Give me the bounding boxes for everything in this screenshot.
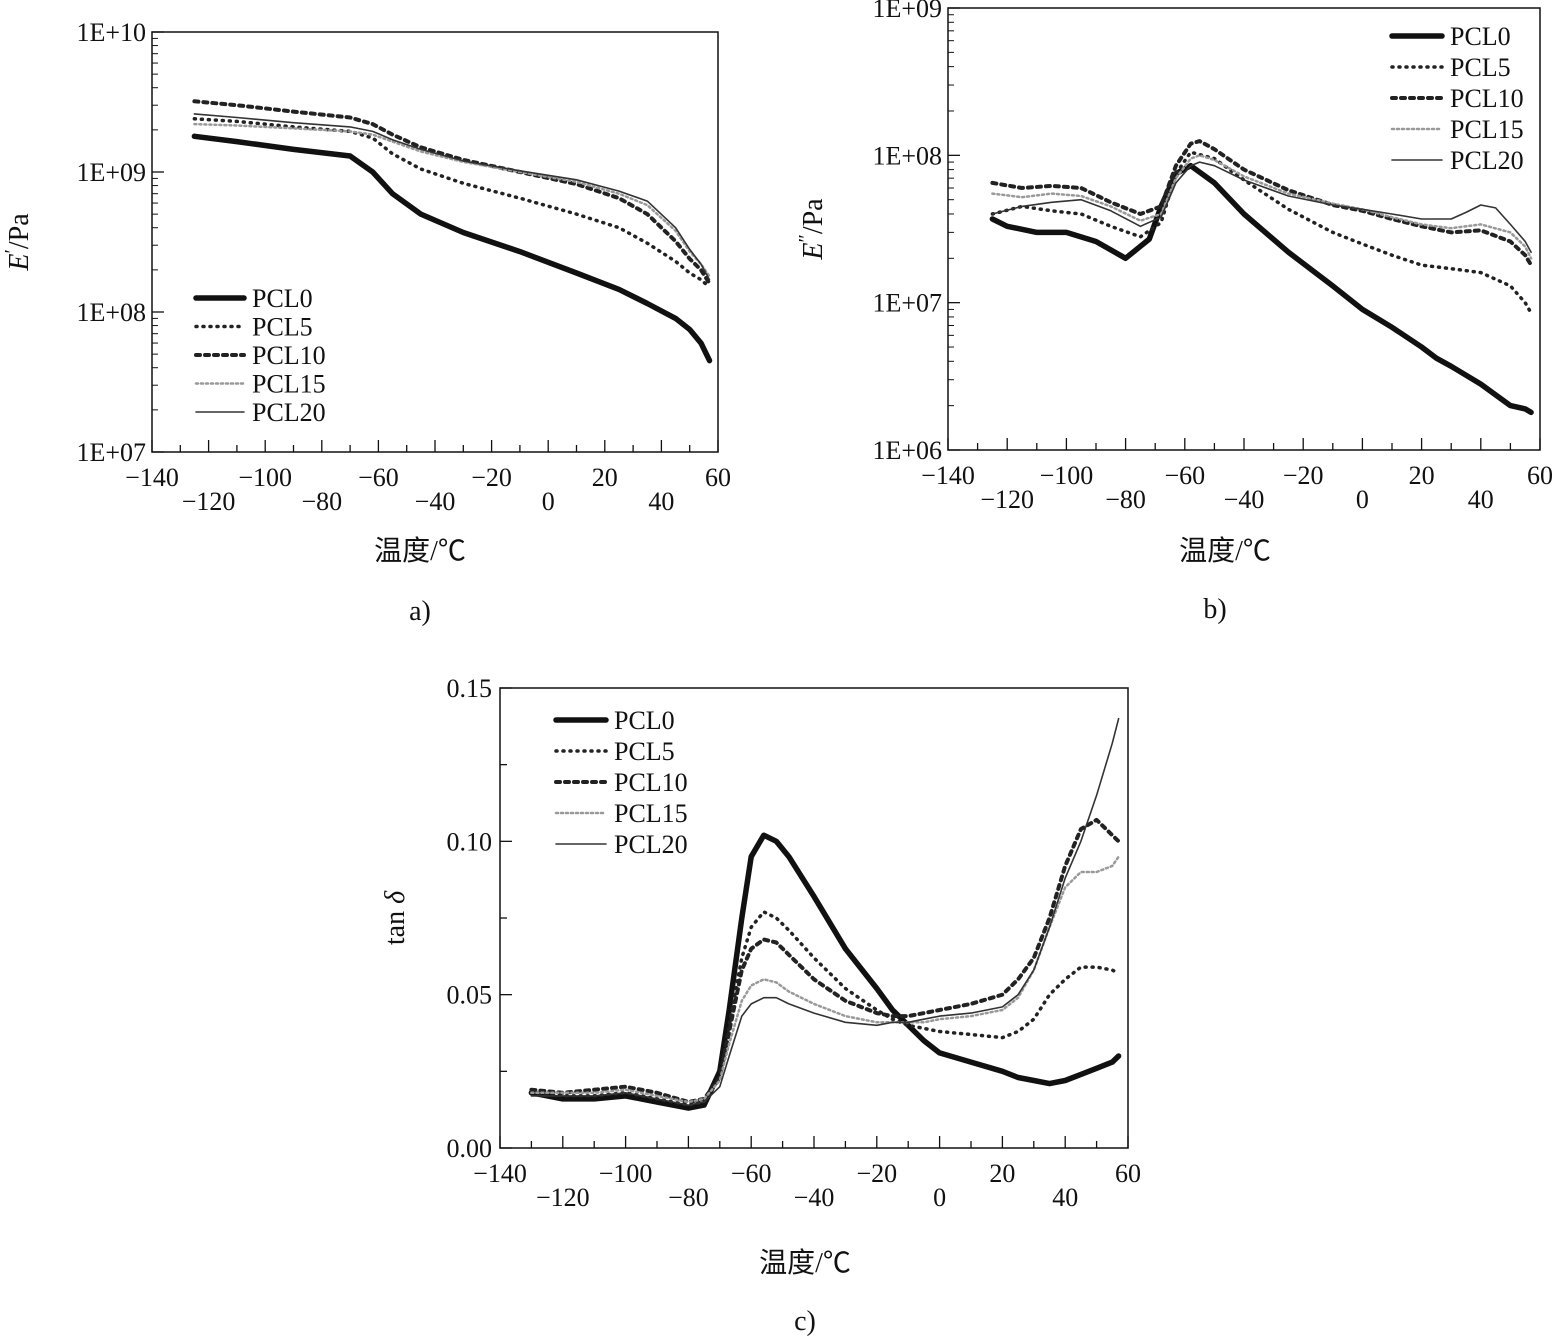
series-line-pcl10 <box>990 139 1534 268</box>
x-tick-label: 60 <box>1527 461 1553 490</box>
legend-label-pcl0: PCL0 <box>614 706 675 735</box>
x-tick-label: 0 <box>933 1183 946 1212</box>
legend-label-pcl5: PCL5 <box>614 737 675 766</box>
x-tick-label: 60 <box>1115 1159 1141 1188</box>
series-group <box>989 139 1534 416</box>
legend-label-pcl0: PCL0 <box>252 284 313 313</box>
y-tick-label: 1E+07 <box>76 438 146 467</box>
series-line-pcl15 <box>530 855 1120 1104</box>
series-line-pcl10 <box>192 99 712 286</box>
x-tick-label: −100 <box>238 463 292 492</box>
x-axis-title: 温度/℃ <box>759 1247 851 1279</box>
x-tick-label: 20 <box>592 463 618 492</box>
x-axis-title: 温度/℃ <box>1179 535 1271 567</box>
y-tick-label: 1E+08 <box>872 141 942 170</box>
x-tick-label: −120 <box>182 487 236 516</box>
chart-1: −140 −100 −60 −20 20 60 −120 −80 −40 0 40 1E+06 1E+0… <box>795 0 1553 625</box>
x-tick-label: −100 <box>599 1159 653 1188</box>
plot-frame <box>151 31 719 453</box>
series-line-pcl15 <box>193 122 711 278</box>
x-tick-label: 40 <box>1052 1183 1078 1212</box>
series-group <box>191 99 713 364</box>
x-tick-label: −120 <box>980 485 1034 514</box>
y-axis-title-unit: /Pa <box>4 213 35 249</box>
series-line-pcl0 <box>528 832 1122 1111</box>
panel-caption: b) <box>1203 594 1226 625</box>
y-axis-title: E′/Pa <box>1 213 35 272</box>
legend-label-pcl5: PCL5 <box>1450 53 1511 82</box>
y-axis-title-main: E <box>4 254 35 272</box>
y-axis-title-sup: ′ <box>1 249 23 253</box>
x-tick-label: 40 <box>648 487 674 516</box>
x-tick-label: 20 <box>989 1159 1015 1188</box>
x-tick-label: −140 <box>473 1159 527 1188</box>
y-tick-label: 0.00 <box>447 1134 493 1163</box>
legend-label-pcl10: PCL10 <box>1450 84 1524 113</box>
x-tick-label: −40 <box>1224 485 1265 514</box>
x-tick-label: −20 <box>856 1159 897 1188</box>
x-tick-label: −80 <box>668 1183 709 1212</box>
legend-label-pcl0: PCL0 <box>1450 22 1511 51</box>
x-tick-label: −140 <box>921 461 975 490</box>
x-tick-label: −80 <box>1105 485 1146 514</box>
y-axis-title: E″/Pa <box>795 198 829 261</box>
x-tick-label: −140 <box>125 463 179 492</box>
legend-label-pcl20: PCL20 <box>614 830 688 859</box>
x-tick-label: −120 <box>536 1183 590 1212</box>
y-tick-label: 1E+06 <box>872 436 942 465</box>
series-line-pcl20 <box>193 113 711 281</box>
y-tick-label: 1E+08 <box>76 298 146 327</box>
series-line-pcl10 <box>529 817 1121 1104</box>
legend-label-pcl5: PCL5 <box>252 313 313 342</box>
legend-label-pcl15: PCL15 <box>614 799 688 828</box>
y-axis-title-unit: /Pa <box>798 198 829 234</box>
x-tick-label: 0 <box>1356 485 1369 514</box>
y-axis-title-unit: δ <box>380 890 411 904</box>
y-tick-label: 0.15 <box>447 674 493 703</box>
series-line-pcl20 <box>991 161 1532 253</box>
y-axis-title-main: E <box>798 243 829 261</box>
y-axis-title-main: tan <box>380 904 411 945</box>
x-tick-label: 0 <box>542 487 555 516</box>
x-tick-label: 60 <box>705 463 731 492</box>
chart-2: −140 −100 −60 −20 20 60 −120 −80 −40 0 40 0.00 0.05 0… <box>380 674 1141 1336</box>
x-tick-label: 40 <box>1468 485 1494 514</box>
x-tick-label: −80 <box>301 487 342 516</box>
y-axis-title: tan δ <box>380 890 411 945</box>
series-line-pcl0 <box>989 162 1534 416</box>
legend-label-pcl20: PCL20 <box>252 398 326 427</box>
y-tick-label: 0.05 <box>447 981 493 1010</box>
y-tick-label: 1E+10 <box>76 18 146 47</box>
y-tick-label: 1E+09 <box>76 158 146 187</box>
y-axis-title-sup: ″ <box>795 234 817 242</box>
chart-0: −140 −100 −60 −20 20 60 −120 −80 −40 0 40 1E+07 1E+0… <box>1 18 731 627</box>
y-tick-label: 0.10 <box>447 827 493 856</box>
y-tick-label: 1E+07 <box>872 289 942 318</box>
x-tick-label: −20 <box>471 463 512 492</box>
legend-label-pcl15: PCL15 <box>1450 115 1524 144</box>
series-group <box>528 717 1122 1111</box>
x-tick-label: −40 <box>794 1183 835 1212</box>
x-tick-label: −40 <box>415 487 456 516</box>
legend-label-pcl10: PCL10 <box>614 768 688 797</box>
x-tick-label: −60 <box>358 463 399 492</box>
legend-label-pcl20: PCL20 <box>1450 146 1524 175</box>
x-tick-label: −60 <box>731 1159 772 1188</box>
x-tick-label: −100 <box>1040 461 1094 490</box>
x-tick-label: −20 <box>1283 461 1324 490</box>
legend-label-pcl10: PCL10 <box>252 341 326 370</box>
series-line-pcl5 <box>529 910 1121 1107</box>
series-line-pcl15 <box>991 154 1533 260</box>
legend-label-pcl15: PCL15 <box>252 370 326 399</box>
panel-caption: a) <box>409 596 431 627</box>
series-line-pcl0 <box>191 133 713 364</box>
x-axis-title: 温度/℃ <box>374 535 466 567</box>
panel-caption: c) <box>794 1306 816 1336</box>
x-tick-label: −60 <box>1164 461 1205 490</box>
y-tick-label: 1E+09 <box>872 0 942 23</box>
series-line-pcl20 <box>530 717 1120 1106</box>
x-tick-label: 20 <box>1409 461 1435 490</box>
